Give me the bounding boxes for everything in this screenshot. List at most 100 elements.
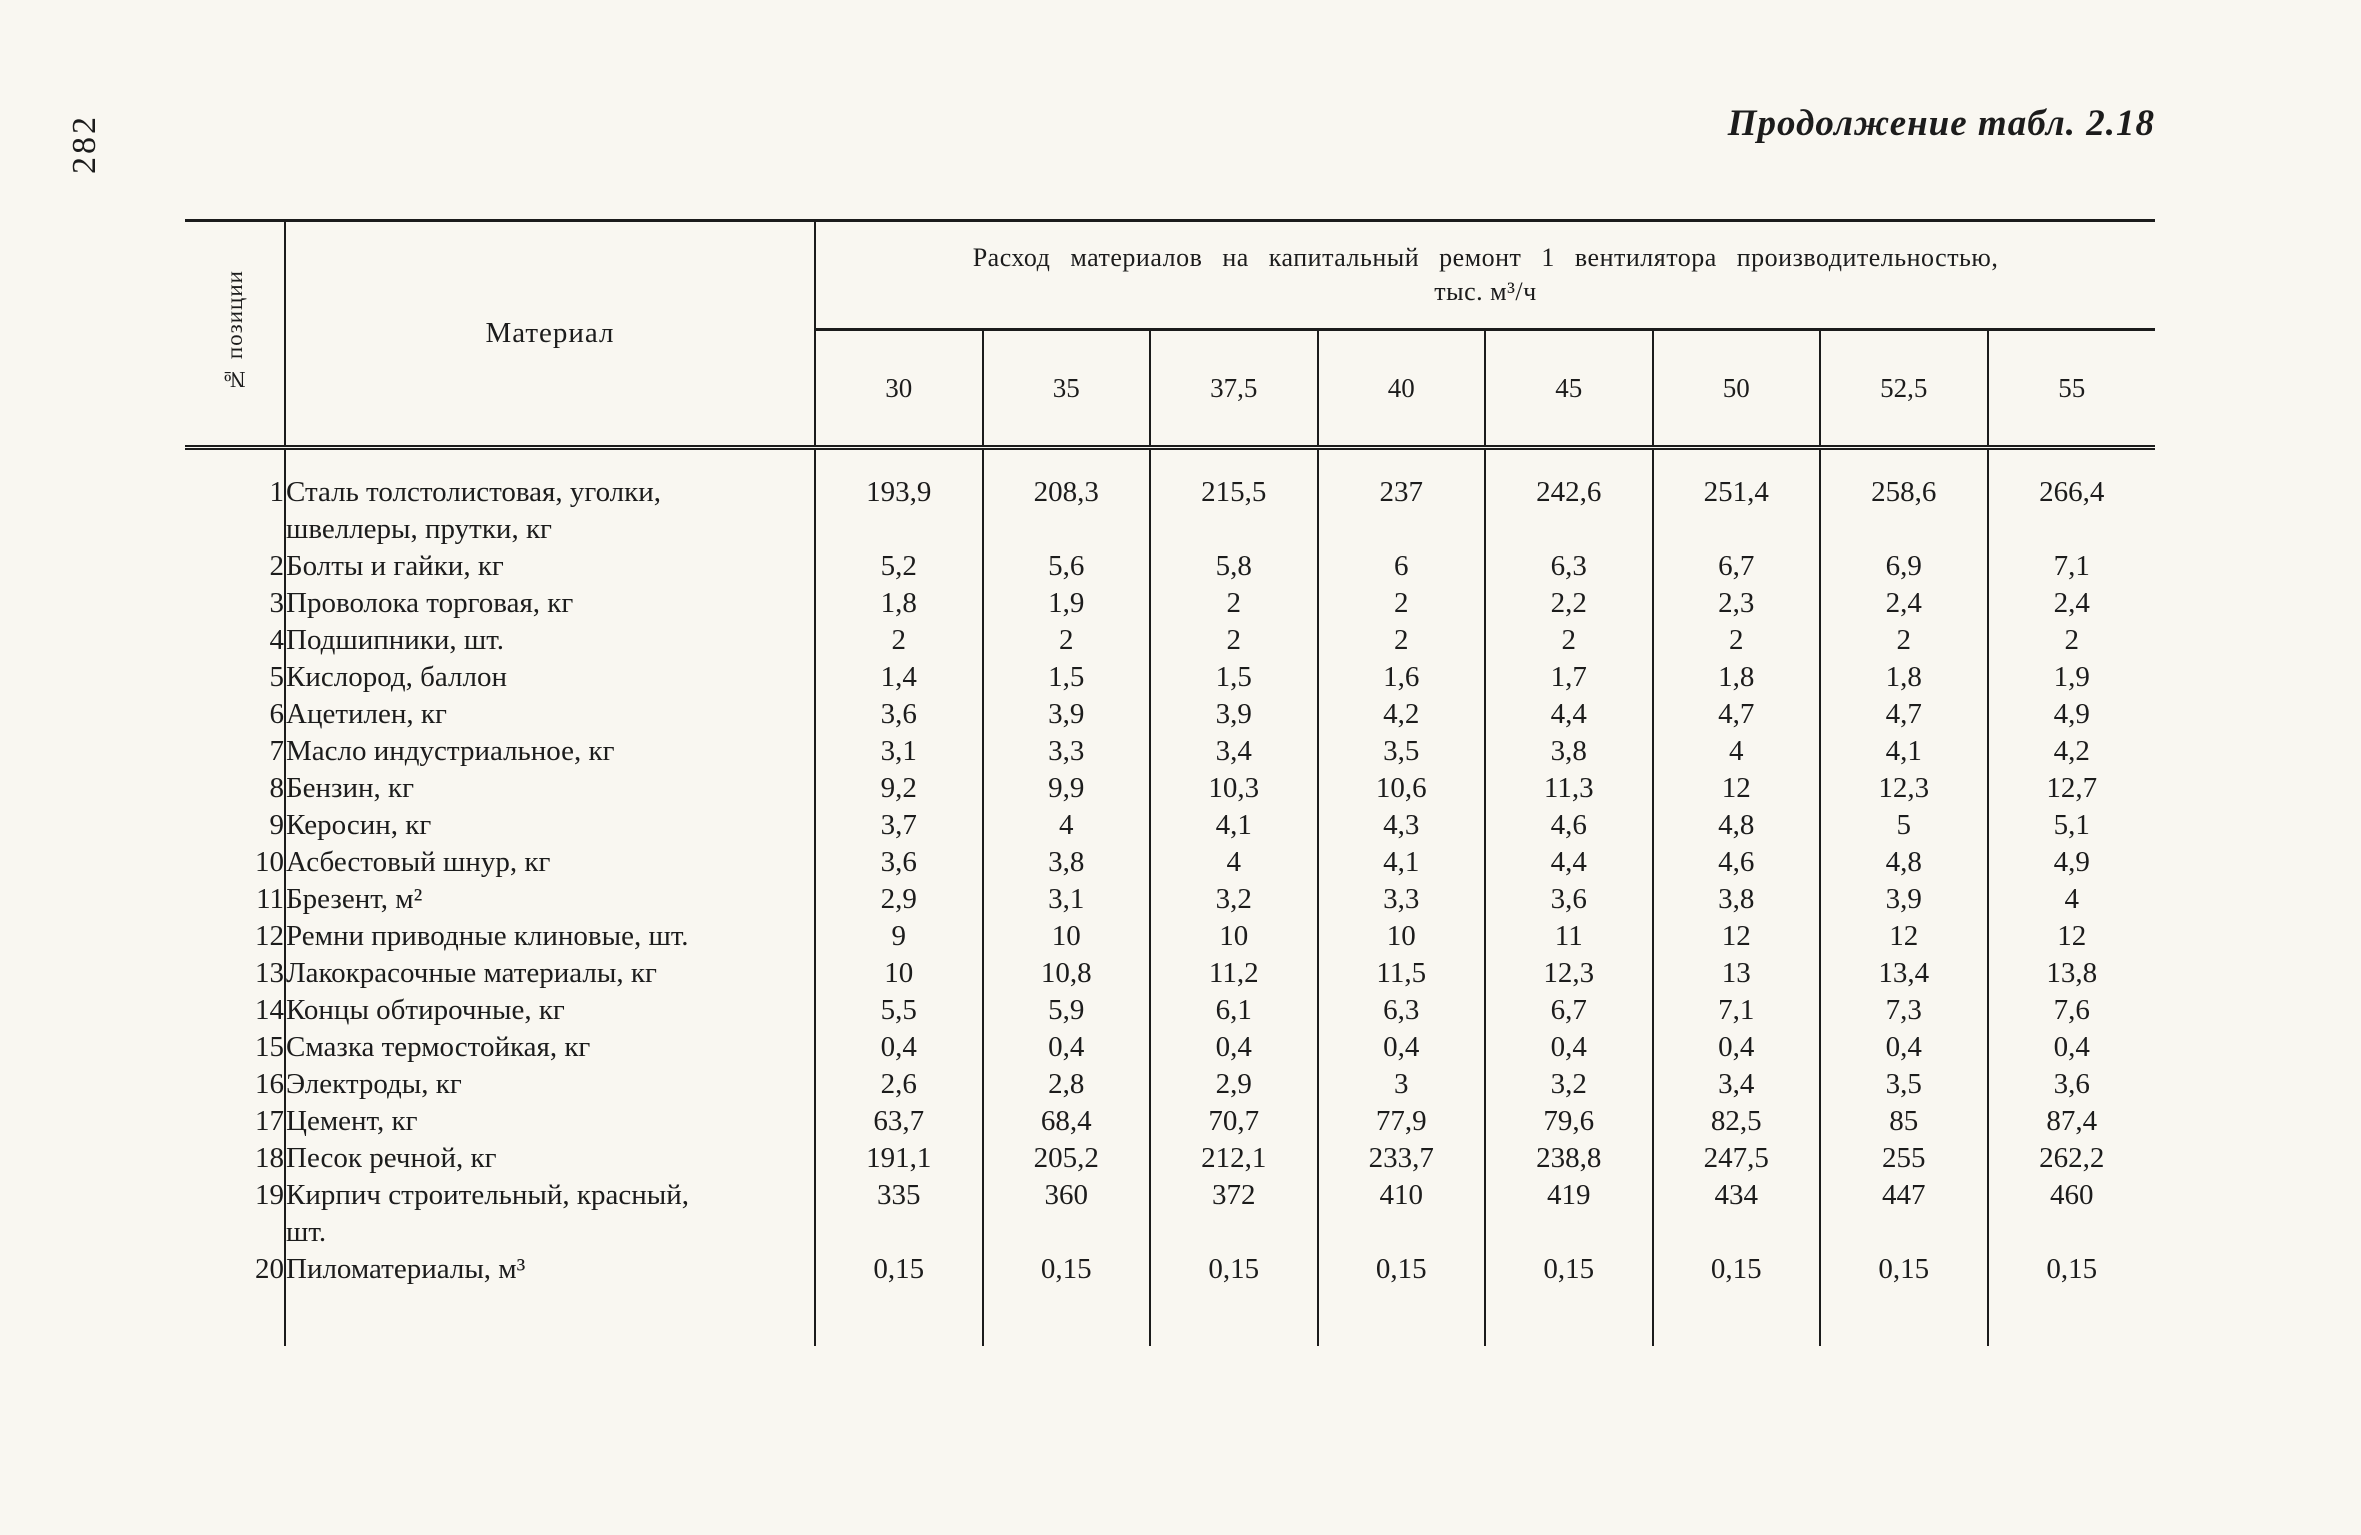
tail-cell <box>185 1288 286 1346</box>
value-cell: 2 <box>2064 624 2080 656</box>
material-cell: Электроды, кг <box>285 1066 816 1103</box>
value-cell: 1,6 <box>1317 659 1486 696</box>
page-number-text: 282 <box>66 114 103 174</box>
value-cell: 3,4 <box>1652 1066 1821 1103</box>
material-cell: Масло индустриальное, кг <box>285 733 816 770</box>
capacity-header: 55 <box>1987 328 2156 450</box>
value-cell: 247,5 <box>1652 1140 1821 1177</box>
value-cell: 0,4 <box>815 1029 984 1066</box>
value-cell: 1,8 <box>1820 659 1989 696</box>
value-cell: 4,7 <box>1820 696 1989 733</box>
material-cell: Брезент, м² <box>285 881 816 918</box>
value-cell: 4,9 <box>2053 698 2090 730</box>
material-cell: Болты и гайки, кг <box>285 548 816 585</box>
value-cell: 4,8 <box>1820 844 1989 881</box>
value-cell: 6,9 <box>1820 548 1989 585</box>
value-cell: 0,4 <box>2053 1031 2090 1063</box>
value-cell: 4,3 <box>1317 807 1486 844</box>
table-row: 19 Кирпич строительный, красный, шт. 335 36… <box>185 1177 2155 1251</box>
value-cell: 12,3 <box>1485 955 1654 992</box>
value-cell: 5,5 <box>815 992 984 1029</box>
position-column-header-text: № позиции <box>221 269 247 392</box>
value-cell: 0,4 <box>1317 1029 1486 1066</box>
value-cell: 3,8 <box>1652 881 1821 918</box>
value-cell: 3,9 <box>1820 881 1989 918</box>
value-cell: 460 <box>2050 1179 2094 1211</box>
value-cell: 4,6 <box>1652 844 1821 881</box>
value-cell: 7,1 <box>1652 992 1821 1029</box>
value-cell: 0,15 <box>1150 1251 1319 1288</box>
materials-table: № позиции Материал Расход материалов на … <box>185 219 2156 1346</box>
table-row: 1 Сталь толстолистовая, уголки, швеллеры,… <box>185 447 2155 548</box>
table-row: 2 Болты и гайки, кг 5,2 5,6 5,8 6 6,3 6,7 6,9 7,1 <box>185 548 2155 585</box>
tail-cell <box>982 1288 1151 1346</box>
value-cell: 5,9 <box>982 992 1151 1029</box>
value-cell: 6,1 <box>1150 992 1319 1029</box>
capacity-header: 35 <box>982 328 1151 450</box>
value-cell: 258,6 <box>1820 447 1989 548</box>
value-cell: 4 <box>1652 733 1821 770</box>
row-number-cell: 10 <box>185 844 286 881</box>
value-cell: 12,3 <box>1820 770 1989 807</box>
value-cell: 13,4 <box>1820 955 1989 992</box>
value-cell: 3,1 <box>982 881 1151 918</box>
value-cell: 85 <box>1820 1103 1989 1140</box>
table-row: 5 Кислород, баллон 1,4 1,5 1,5 1,6 1,7 1,8 1,8 1,… <box>185 659 2155 696</box>
value-cell: 237 <box>1317 447 1486 548</box>
table-row: 17 Цемент, кг 63,7 68,4 70,7 77,9 79,6 82,5 85 87… <box>185 1103 2155 1140</box>
value-cell: 419 <box>1485 1177 1654 1251</box>
value-cell: 233,7 <box>1317 1140 1486 1177</box>
value-cell: 6 <box>1317 548 1486 585</box>
table-row: 9 Керосин, кг 3,7 4 4,1 4,3 4,6 4,8 5 5,1 <box>185 807 2155 844</box>
consumption-span-header: Расход материалов на капитальный ремонт … <box>815 219 2156 331</box>
value-cell: 0,4 <box>1485 1029 1654 1066</box>
value-cell: 3,3 <box>1317 881 1486 918</box>
value-cell: 12 <box>1652 770 1821 807</box>
tail-cell <box>1317 1288 1486 1346</box>
value-cell: 4,9 <box>2053 846 2090 878</box>
row-number-cell: 19 <box>185 1177 286 1251</box>
value-cell: 0,4 <box>982 1029 1151 1066</box>
value-cell: 63,7 <box>815 1103 984 1140</box>
value-cell: 3,1 <box>815 733 984 770</box>
row-number-cell: 3 <box>185 585 286 622</box>
capacity-header: 50 <box>1652 328 1821 450</box>
value-cell: 3,5 <box>1820 1066 1989 1103</box>
value-cell: 242,6 <box>1485 447 1654 548</box>
value-cell: 410 <box>1317 1177 1486 1251</box>
value-cell: 10 <box>982 918 1151 955</box>
row-number-cell: 13 <box>185 955 286 992</box>
tail-cell <box>815 1288 984 1346</box>
material-cell: Пиломатериалы, м³ <box>285 1251 816 1288</box>
row-number-cell: 11 <box>185 881 286 918</box>
capacity-header: 37,5 <box>1150 328 1319 450</box>
value-cell: 12 <box>2057 920 2087 952</box>
row-number-cell: 6 <box>185 696 286 733</box>
capacity-header: 40 <box>1317 328 1486 450</box>
row-number-cell: 16 <box>185 1066 286 1103</box>
tail-cell <box>1485 1288 1654 1346</box>
row-number-cell: 12 <box>185 918 286 955</box>
table-header: № позиции Материал Расход материалов на … <box>185 219 2156 450</box>
value-cell: 5,2 <box>815 548 984 585</box>
value-cell: 4 <box>1150 844 1319 881</box>
value-cell: 372 <box>1150 1177 1319 1251</box>
value-cell: 3,6 <box>2053 1068 2090 1100</box>
value-cell: 0,4 <box>1820 1029 1989 1066</box>
row-number-cell: 18 <box>185 1140 286 1177</box>
value-cell: 238,8 <box>1485 1140 1654 1177</box>
value-cell: 0,15 <box>982 1251 1151 1288</box>
value-cell: 4 <box>2064 883 2080 915</box>
value-cell: 77,9 <box>1317 1103 1486 1140</box>
value-cell: 12,7 <box>2046 772 2098 804</box>
value-cell: 3,2 <box>1485 1066 1654 1103</box>
value-cell: 11,5 <box>1317 955 1486 992</box>
material-cell: Сталь толстолистовая, уголки, швеллеры, … <box>285 447 816 548</box>
value-cell: 266,4 <box>2039 476 2105 508</box>
value-cell: 3 <box>1317 1066 1486 1103</box>
value-cell: 0,15 <box>1820 1251 1989 1288</box>
value-cell: 0,15 <box>1485 1251 1654 1288</box>
value-cell: 10 <box>1150 918 1319 955</box>
material-cell: Керосин, кг <box>285 807 816 844</box>
